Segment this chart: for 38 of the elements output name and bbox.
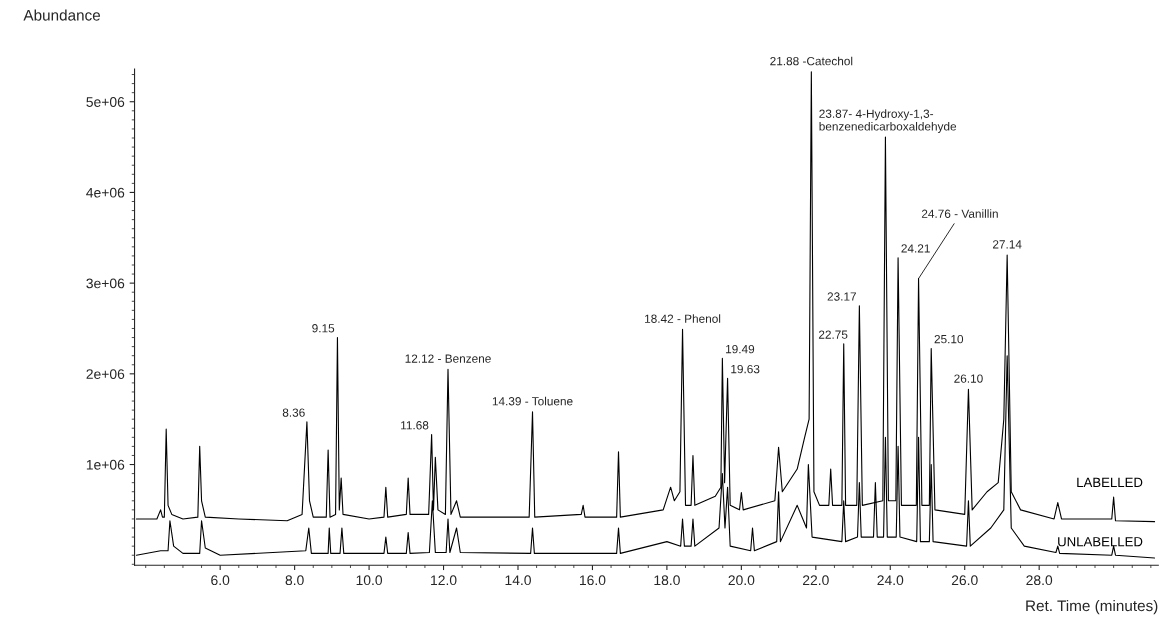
series-label: LABELLED xyxy=(1077,477,1143,487)
x-tick-label: 28.0 xyxy=(1026,575,1053,586)
annotation: 8.36 xyxy=(282,408,305,417)
annotation: 23.17 xyxy=(827,292,856,301)
x-tick-label: 16.0 xyxy=(579,575,606,586)
annotation: 11.68 xyxy=(401,421,429,430)
series-label: UNLABELLED xyxy=(1058,537,1143,547)
annotation: 19.63 xyxy=(731,364,760,374)
annotation: 23.87- 4-Hydroxy-1,3- benzenedicarboxaldehyde xyxy=(819,109,957,133)
annotation: 25.10 xyxy=(934,334,964,344)
x-tick-label: 12.0 xyxy=(431,575,457,586)
x-tick-label: 22.0 xyxy=(802,575,829,586)
annotation: 14.39 - Toluene xyxy=(492,396,573,406)
y-tick-label: 4e+06 xyxy=(86,187,125,198)
annotation: 24.21 xyxy=(901,244,930,253)
x-tick-label: 8.0 xyxy=(285,575,304,586)
x-tick-label: 14.0 xyxy=(505,575,531,586)
x-tick-label: 24.0 xyxy=(877,575,904,586)
annotation: 24.76 - Vanillin xyxy=(921,209,998,218)
annotation: 19.49 xyxy=(726,344,755,354)
annotation: 26.10 xyxy=(954,374,983,383)
x-tick-label: 18.0 xyxy=(654,575,680,586)
annotation: 18.42 - Phenol xyxy=(645,314,721,323)
x-tick-label: 10.0 xyxy=(356,575,383,586)
y-tick-label: 5e+06 xyxy=(86,97,125,107)
annotation: 21.88 -Catechol xyxy=(770,56,853,66)
x-tick-label: 6.0 xyxy=(211,575,230,586)
x-axis-title: Ret. Time (minutes) xyxy=(1026,599,1158,615)
y-tick-label: 3e+06 xyxy=(86,278,125,289)
annotation: 22.75 xyxy=(818,330,848,339)
y-axis-title: Abundance xyxy=(23,9,101,21)
x-tick-label: 26.0 xyxy=(951,575,978,586)
y-tick-label: 2e+06 xyxy=(86,369,125,379)
annotation: 27.14 xyxy=(992,240,1022,249)
y-tick-label: 1e+06 xyxy=(86,459,125,470)
annotation: 12.12 - Benzene xyxy=(405,354,491,363)
x-tick-label: 20.0 xyxy=(728,575,755,586)
annotation: 9.15 xyxy=(312,324,335,333)
